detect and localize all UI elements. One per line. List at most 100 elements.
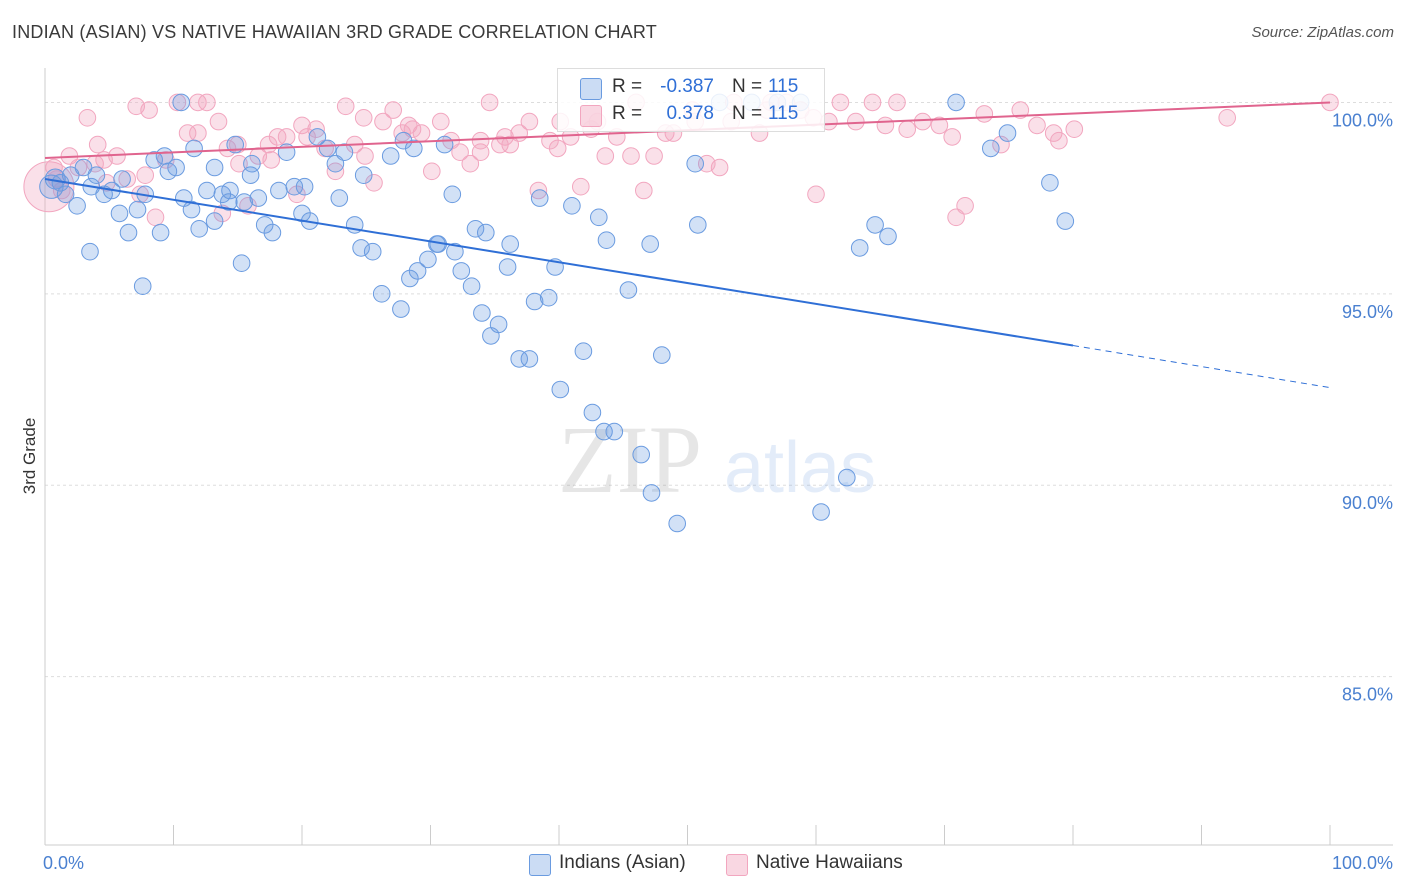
hawaiians-point (1028, 116, 1046, 135)
x-tick-label-min: 0.0% (43, 853, 84, 873)
indians-point (689, 216, 707, 234)
indians-point (446, 242, 464, 261)
hawaiians-point (354, 109, 373, 127)
hawaiians-point (198, 93, 216, 112)
indians-point (590, 208, 608, 227)
hawaiians-point (298, 128, 316, 146)
hawaiians-point (807, 185, 825, 204)
indians-trend-extension (1072, 345, 1331, 389)
indians-point (113, 170, 131, 188)
hawaiians-point (461, 154, 480, 173)
axes (44, 68, 1393, 846)
hawaiians-point (307, 120, 325, 138)
y-tick-label: 90.0% (1342, 493, 1393, 513)
indians-point (510, 350, 529, 368)
indians-point (285, 177, 304, 196)
indians-point (462, 277, 481, 296)
indians-point (443, 185, 462, 204)
indians-point (352, 239, 370, 257)
hawaiians-point (1065, 120, 1084, 138)
hawaiians-point (230, 154, 248, 173)
indians-point (232, 254, 251, 273)
indians-point (812, 503, 830, 521)
indians-point (982, 139, 1000, 158)
indians-point (574, 342, 593, 361)
watermark-zip: ZIP (558, 406, 702, 513)
hawaiians-point (930, 116, 949, 135)
hawaiians-point (451, 143, 469, 161)
indians-point (182, 200, 201, 219)
hawaiians-legend-swatch (726, 854, 748, 876)
indians-point (879, 227, 897, 246)
y-tick-label: 95.0% (1342, 302, 1393, 322)
hawaiians-point (943, 128, 962, 146)
hawaiians-point (480, 93, 499, 112)
n-label: N = (732, 103, 763, 124)
indians-point (56, 185, 75, 204)
indians-point (551, 380, 570, 399)
indians-point (408, 262, 427, 280)
indians-point (850, 239, 869, 257)
indians-r-value: -0.387 (660, 76, 714, 97)
indians-point (318, 139, 337, 158)
indians-point (668, 514, 687, 533)
indians-point (530, 189, 549, 207)
indians-point (372, 285, 391, 303)
indians-point (605, 422, 624, 441)
indians-point (354, 166, 373, 184)
indians-point (632, 445, 651, 464)
indians-point (110, 204, 129, 223)
hawaiians-point (336, 97, 355, 116)
axis-labels: 100.0% 95.0% 90.0% 85.0% 0.0% 100.0% 3rd Grade (20, 110, 1393, 873)
hawaiians-point (277, 128, 296, 146)
indians-point (1041, 174, 1059, 192)
stats-legend: R = -0.387 N = 115 R = 0.378 N = 115 (557, 68, 825, 132)
indians-point (119, 223, 138, 242)
indians-point (151, 223, 170, 242)
data-points (23, 93, 1339, 533)
hawaiians-point (209, 112, 228, 131)
hawaiians-point (189, 124, 207, 142)
hawaiians-point (520, 112, 539, 131)
indians-point (489, 315, 508, 334)
hawaiians-point (432, 112, 450, 131)
indians-point (866, 216, 884, 234)
hawaiians-point (399, 116, 418, 135)
indians-point (401, 269, 419, 288)
indians-point (405, 139, 423, 158)
hawaiians-point (1218, 109, 1236, 127)
indians-point (155, 147, 174, 165)
hawaiians-point (293, 116, 311, 135)
hawaiians-point (847, 112, 865, 131)
indians-point (145, 151, 163, 169)
hawaiians-point (374, 112, 392, 131)
y-tick-label: 85.0% (1342, 685, 1393, 705)
indians-point (583, 403, 602, 422)
hawaiians-point (913, 112, 932, 131)
watermark-atlas: atlas (724, 428, 876, 508)
indians-point (466, 220, 485, 238)
r-label: R = (612, 103, 643, 124)
indians-point (243, 154, 261, 173)
indians-point (1056, 212, 1075, 230)
hawaiians-point (88, 135, 107, 154)
hawaiians-point (168, 93, 187, 112)
indians-point (270, 181, 288, 200)
indians-point (133, 277, 152, 296)
hawaiians-point (863, 93, 882, 112)
indians-point (326, 154, 345, 173)
indians-point (221, 181, 239, 200)
indians-point (641, 235, 660, 253)
indians-point (198, 181, 216, 200)
hawaiians-point (118, 170, 136, 188)
hawaiians-point (529, 181, 548, 200)
hawaiians-point (956, 197, 974, 215)
indians-point (498, 258, 517, 276)
indians-point (172, 93, 190, 112)
indians-point (619, 281, 638, 299)
hawaiians-point (548, 139, 567, 158)
indians-point (501, 235, 520, 253)
indians-point (255, 216, 274, 234)
indians-point (838, 468, 856, 487)
